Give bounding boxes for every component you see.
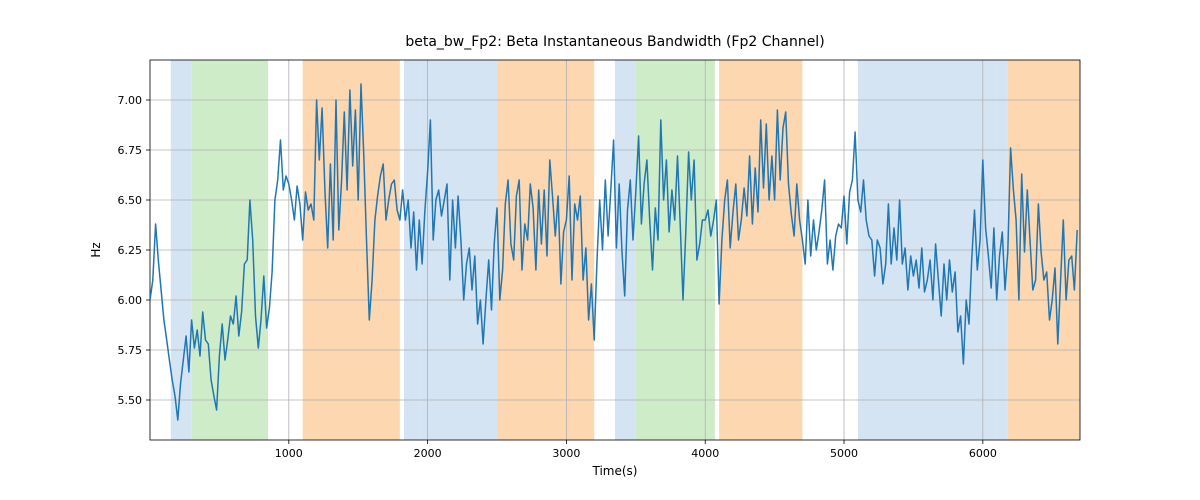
x-axis-label: Time(s) [592, 464, 638, 478]
svg-text:4000: 4000 [691, 447, 719, 460]
svg-text:2000: 2000 [414, 447, 442, 460]
svg-text:6.25: 6.25 [118, 244, 143, 257]
svg-text:7.00: 7.00 [118, 94, 143, 107]
svg-text:6000: 6000 [969, 447, 997, 460]
chart-svg: 1000 2000 3000 4000 5000 6000 5.50 5.75 6.00 6.25… [0, 0, 1200, 500]
svg-text:5.75: 5.75 [118, 344, 143, 357]
svg-text:6.50: 6.50 [118, 194, 143, 207]
svg-text:5000: 5000 [830, 447, 858, 460]
svg-text:1000: 1000 [275, 447, 303, 460]
svg-text:6.00: 6.00 [118, 294, 143, 307]
y-axis-label: Hz [89, 242, 103, 257]
chart-title: beta_bw_Fp2: Beta Instantaneous Bandwidt… [405, 34, 824, 50]
svg-text:5.50: 5.50 [118, 394, 143, 407]
svg-text:6.75: 6.75 [118, 144, 143, 157]
svg-text:3000: 3000 [552, 447, 580, 460]
chart-root: 1000 2000 3000 4000 5000 6000 5.50 5.75 6.00 6.25… [0, 0, 1200, 500]
